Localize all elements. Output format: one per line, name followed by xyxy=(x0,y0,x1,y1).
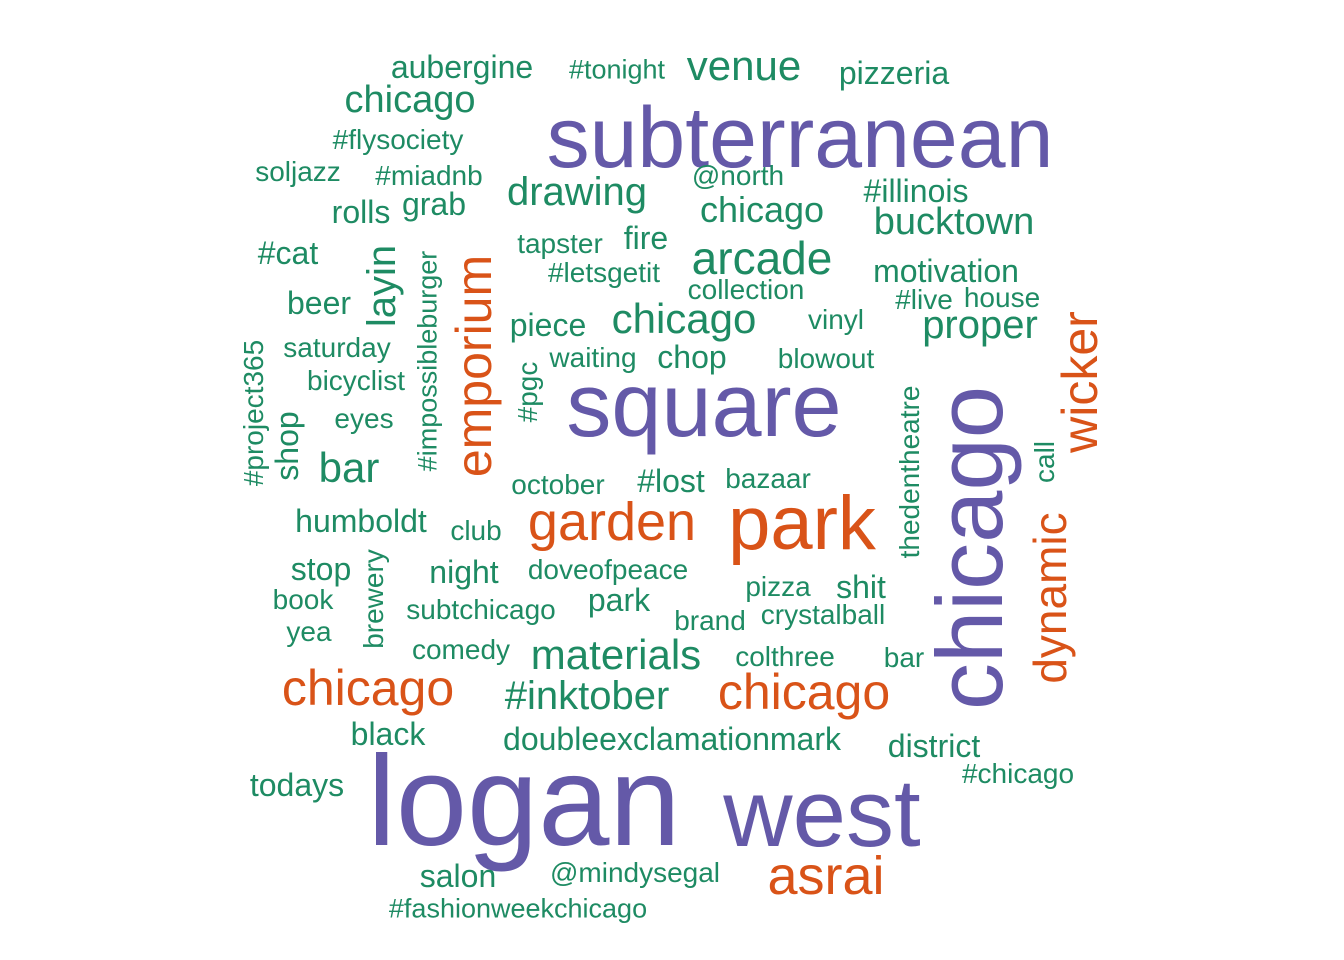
word-rolls: rolls xyxy=(331,194,391,230)
word-dynamic: dynamic xyxy=(1024,512,1076,684)
word-hashtag-flysociety: #flysociety xyxy=(332,124,464,155)
word-proper: proper xyxy=(922,303,1038,347)
word-hashtag-project365: #project365 xyxy=(238,339,269,487)
word-hashtag-pgc: #pgc xyxy=(512,361,543,423)
word-chop: chop xyxy=(657,339,727,375)
word-hashtag-illinois: #illinois xyxy=(863,173,969,209)
word-hashtag-letsgetit: #letsgetit xyxy=(547,257,661,288)
word-salon: salon xyxy=(419,858,497,894)
word-hashtag-fashionweekchicago: #fashionweekchicago xyxy=(388,893,648,924)
word-hashtag-lost: #lost xyxy=(637,463,705,499)
word-comedy: comedy xyxy=(411,634,511,665)
word-black: black xyxy=(350,716,426,752)
word-chicago: chicago xyxy=(344,79,476,121)
word-soljazz: soljazz xyxy=(255,156,341,187)
word-waiting: waiting xyxy=(549,342,637,373)
word-bar: bar xyxy=(318,444,380,491)
word-bicyclist: bicyclist xyxy=(306,365,406,396)
word-bar: bar xyxy=(883,642,925,673)
word-chicago: chicago xyxy=(611,295,757,342)
word-house: house xyxy=(963,282,1041,313)
word-hashtag-impossibleburger: #impossibleburger xyxy=(412,250,443,472)
word-humboldt: humboldt xyxy=(295,503,427,539)
word-materials: materials xyxy=(530,631,702,678)
word-hashtag-miadnb: #miadnb xyxy=(375,160,483,191)
word-eyes: eyes xyxy=(334,403,394,434)
word-hashtag-live: #live xyxy=(895,284,953,315)
word-logan: logan xyxy=(367,730,681,873)
word-bazaar: bazaar xyxy=(725,463,811,494)
word-brewery: brewery xyxy=(358,549,389,649)
word-chicago: chicago xyxy=(699,189,825,230)
word-brand: brand xyxy=(674,605,746,636)
word-club: club xyxy=(450,515,502,546)
word-crystalball: crystalball xyxy=(760,599,886,630)
word-call: call xyxy=(1029,440,1060,484)
word-emporium: emporium xyxy=(446,254,502,478)
word-blowout: blowout xyxy=(777,343,875,374)
word-night: night xyxy=(429,554,499,590)
word-fire: fire xyxy=(623,220,669,256)
word-square: square xyxy=(566,356,842,456)
word-doubleexclamationmark: doubleexclamationmark xyxy=(503,721,841,757)
word-book: book xyxy=(272,584,334,615)
word-hashtag-inktober: #inktober xyxy=(504,674,670,718)
word-todays: todays xyxy=(249,767,345,803)
word-collection: collection xyxy=(687,274,805,305)
word-piece: piece xyxy=(509,307,587,343)
word-at-mindysegal: @mindysegal xyxy=(549,857,721,888)
word-bucktown: bucktown xyxy=(873,201,1035,243)
word-park: park xyxy=(587,582,651,618)
word-hashtag-cat: #cat xyxy=(257,235,319,271)
word-pizzeria: pizzeria xyxy=(838,55,950,91)
word-yea: yea xyxy=(286,616,332,647)
word-wicker: wicker xyxy=(1052,311,1108,453)
word-drawing: drawing xyxy=(506,170,648,214)
word-venue: venue xyxy=(686,42,802,89)
word-chicago: chicago xyxy=(917,386,1022,710)
word-layin: layin xyxy=(360,244,404,328)
word-district: district xyxy=(887,728,981,764)
word-chicago: chicago xyxy=(717,664,891,720)
word-subtchicago: subtchicago xyxy=(406,594,556,625)
word-thedentheatre: thedentheatre xyxy=(894,385,925,559)
word-pizza: pizza xyxy=(745,571,811,602)
word-vinyl: vinyl xyxy=(807,304,865,335)
word-colthree: colthree xyxy=(735,641,835,672)
word-shop: shop xyxy=(269,411,305,481)
word-saturday: saturday xyxy=(283,332,391,363)
word-west: west xyxy=(723,760,921,867)
word-hashtag-chicago: #chicago xyxy=(961,758,1075,789)
word-october: october xyxy=(511,469,605,500)
word-park: park xyxy=(728,481,876,566)
word-stop: stop xyxy=(290,551,352,587)
word-doveofpeace: doveofpeace xyxy=(527,554,689,585)
word-aubergine: aubergine xyxy=(390,49,534,85)
word-garden: garden xyxy=(527,492,697,552)
word-asrai: asrai xyxy=(767,846,885,906)
word-tapster: tapster xyxy=(517,228,603,259)
word-chicago: chicago xyxy=(281,660,455,716)
word-beer: beer xyxy=(286,285,352,321)
word-subterranean: subterranean xyxy=(546,90,1054,186)
word-grab: grab xyxy=(401,186,467,222)
word-at-north: @north xyxy=(691,160,785,191)
word-hashtag-tonight: #tonight xyxy=(568,54,666,85)
word-motivation: motivation xyxy=(873,253,1019,289)
word-arcade: arcade xyxy=(691,232,833,284)
word-shit: shit xyxy=(836,569,886,605)
